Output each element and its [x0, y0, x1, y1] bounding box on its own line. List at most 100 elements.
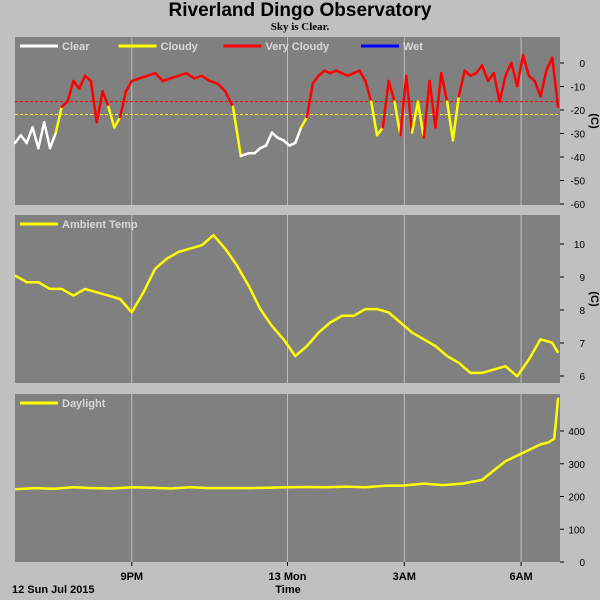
- sky-legend-label-3: Wet: [403, 41, 423, 53]
- sky-temp-segment: [118, 90, 128, 119]
- sky-temp-segment: [83, 74, 93, 83]
- sky-temp-segment: [375, 126, 385, 137]
- sky-temp-segment: [239, 152, 250, 158]
- sky-ytick-label-1: -10: [571, 83, 586, 94]
- x-tick-label-0: 9PM: [120, 571, 143, 583]
- sky-temp-segment: [192, 74, 204, 80]
- x-tick-label-3: 6AM: [509, 571, 532, 583]
- sky-temp-segment: [381, 79, 390, 129]
- sky-y-label: (C): [588, 113, 600, 129]
- sky-temp-segment: [124, 79, 134, 93]
- sky-temp-segment: [42, 121, 52, 150]
- sky-temp-segment: [37, 121, 46, 150]
- sky-temp-segment: [200, 74, 211, 83]
- sky-temp-segment: [387, 79, 396, 103]
- sky-temp-segment: [72, 79, 81, 90]
- sky-temp-segment: [223, 90, 235, 109]
- page-title: Riverland Dingo Observatory: [168, 0, 432, 21]
- sky-temp-segment: [130, 77, 141, 83]
- sky-temp-segment: [440, 71, 449, 103]
- sky-ytick-label-3: -30: [571, 130, 586, 141]
- sky-temp-segment: [25, 126, 34, 145]
- sky-temp-segment: [457, 69, 466, 98]
- sky-temp-segment: [146, 71, 157, 78]
- sky-temp-segment: [282, 139, 291, 147]
- sky-temp-segment: [185, 71, 196, 80]
- sky-temp-segment: [539, 69, 548, 98]
- sky-temp-segment: [510, 61, 519, 88]
- sky-temp-segment: [527, 74, 536, 83]
- sky-temp-segment: [416, 100, 425, 140]
- sky-temp-segment: [404, 74, 414, 134]
- sky-temp-segment: [399, 74, 408, 137]
- sky-temp-segment: [550, 56, 560, 109]
- sky-temp-segment: [270, 131, 280, 140]
- sky-temp-segment: [463, 69, 472, 78]
- sky-temp-segment: [305, 82, 315, 119]
- sky-temp-segment: [515, 53, 525, 88]
- daylight-ytick-label-4: 0: [579, 558, 585, 569]
- sky-temp-segment: [77, 74, 87, 90]
- sky-temp-segment: [101, 90, 110, 109]
- sky-ytick-label-5: -50: [571, 177, 586, 188]
- sky-temp-segment: [60, 100, 69, 109]
- sky-temp-segment: [216, 82, 227, 93]
- sky-temp-segment: [364, 79, 373, 103]
- sky-temp-segment: [107, 105, 116, 129]
- sky-temp-segment: [422, 79, 431, 140]
- sky-legend-label-1: Cloudy: [161, 41, 199, 53]
- sky-temp-segment: [410, 100, 420, 134]
- sky-temp-segment: [451, 95, 461, 142]
- sky-temp-segment: [153, 71, 165, 83]
- ambient-legend-label-0: Ambient Temp: [62, 219, 138, 231]
- daylight-ytick-label-3: 100: [568, 525, 585, 536]
- sky-ytick-label-2: -20: [571, 106, 586, 117]
- sky-ytick-label-6: -60: [571, 200, 586, 211]
- sky-temp-segment: [311, 74, 320, 85]
- x-date-label: 12 Sun Jul 2015: [12, 584, 95, 596]
- sky-legend-label-2: Very Cloudy: [266, 41, 330, 53]
- sky-temp-segment: [177, 71, 188, 78]
- sky-temp-segment: [428, 79, 437, 129]
- sky-temp-segment: [95, 90, 104, 124]
- sky-temp-segment: [31, 126, 40, 150]
- sky-temp-segment: [369, 100, 379, 137]
- sky-temp-segment: [264, 131, 274, 147]
- sky-temp-segment: [358, 69, 367, 83]
- sky-temp-segment: [231, 105, 243, 158]
- sky-temp-segment: [475, 64, 484, 75]
- sky-temp-segment: [445, 100, 455, 142]
- sky-temp-segment: [498, 74, 507, 103]
- sky-temp-segment: [54, 105, 63, 134]
- ambient-ytick-label-1: 9: [579, 273, 585, 284]
- sky-temp-segment: [89, 79, 98, 124]
- x-tick-label-2: 3AM: [393, 571, 416, 583]
- ambient-ytick-label-4: 6: [579, 372, 585, 383]
- sky-status: Sky is Clear.: [270, 21, 330, 33]
- sky-temp-segment: [393, 100, 402, 137]
- sky-temp-segment: [294, 126, 303, 145]
- sky-temp-segment: [434, 71, 443, 129]
- sky-temp-segment: [161, 77, 172, 83]
- ambient-ytick-label-2: 8: [579, 306, 585, 317]
- daylight-ytick-label-1: 300: [568, 460, 585, 471]
- sky-temp-segment: [19, 133, 28, 145]
- daylight-ytick-label-2: 200: [568, 493, 585, 504]
- sky-temp-segment: [480, 64, 490, 83]
- daylight-series-line-0: [14, 397, 560, 491]
- sky-ytick-label-4: -40: [571, 153, 586, 164]
- sky-temp-segment: [253, 146, 262, 155]
- ambient-series-line-0: [14, 233, 560, 378]
- sky-legend-label-0: Clear: [62, 41, 90, 53]
- sky-temp-segment: [533, 79, 542, 98]
- sky-temp-segment: [169, 74, 180, 80]
- daylight-ytick-label-0: 400: [568, 427, 585, 438]
- sky-temp-segment: [208, 79, 219, 85]
- ambient-ytick-label-0: 10: [574, 240, 586, 251]
- sky-temp-segment: [317, 69, 326, 78]
- x-axis-label: Time: [275, 584, 300, 596]
- sky-temp-segment: [13, 133, 23, 145]
- sky-temp-segment: [504, 61, 513, 78]
- ambient-ytick-label-3: 7: [579, 339, 585, 350]
